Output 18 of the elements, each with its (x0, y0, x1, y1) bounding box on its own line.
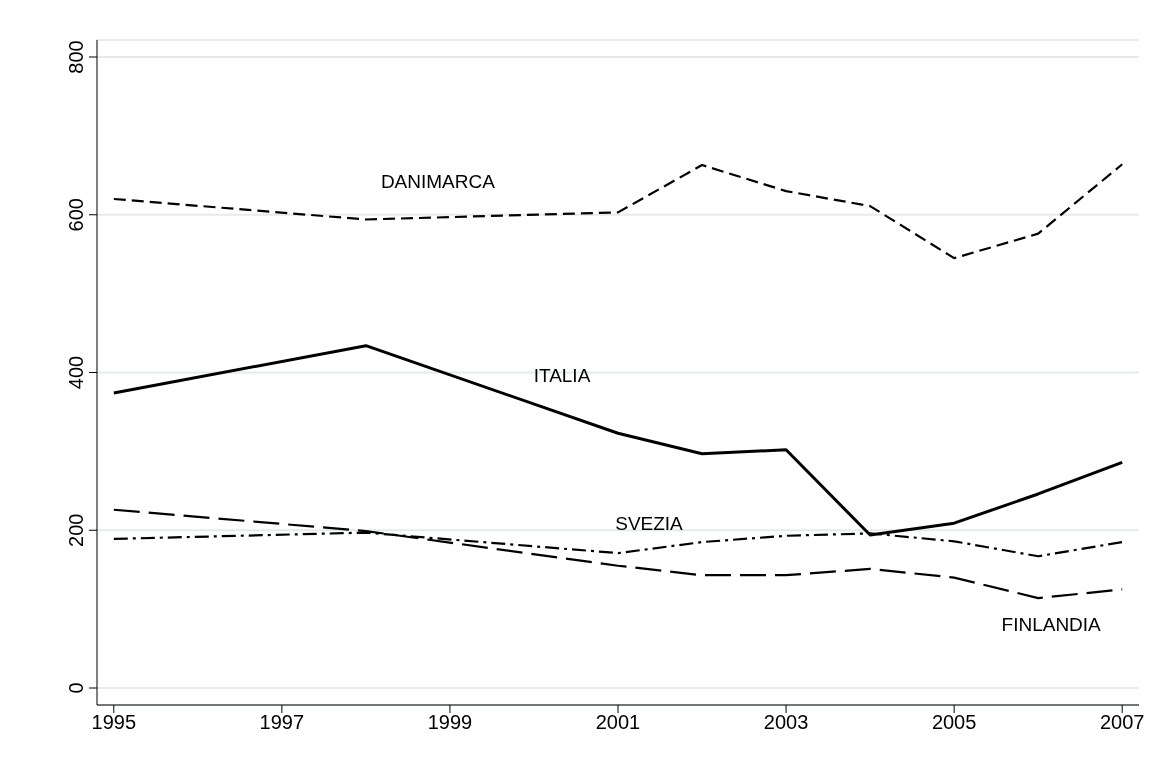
y-tick-label: 0 (65, 682, 87, 694)
y-tick-label: 200 (65, 513, 87, 547)
x-tick-label: 2003 (763, 711, 809, 734)
y-tick-label: 400 (65, 355, 87, 390)
x-tick-label: 2007 (1099, 711, 1145, 734)
x-tick-label: 1995 (91, 711, 137, 734)
line-series (112, 163, 1124, 260)
x-tick-label: 1997 (259, 711, 305, 734)
series-label: SVEZIA (615, 513, 684, 535)
y-tick-label: 800 (65, 40, 87, 74)
series-label: ITALIA (533, 365, 591, 387)
line-series (112, 508, 1124, 600)
series-label: FINLANDIA (1001, 614, 1102, 636)
x-tick-label: 2001 (595, 711, 641, 734)
x-tick-label: 2005 (931, 711, 977, 734)
x-tick-label: 1999 (427, 711, 473, 734)
y-tick-label: 600 (65, 198, 87, 232)
series-label: DANIMARCA (380, 171, 496, 193)
